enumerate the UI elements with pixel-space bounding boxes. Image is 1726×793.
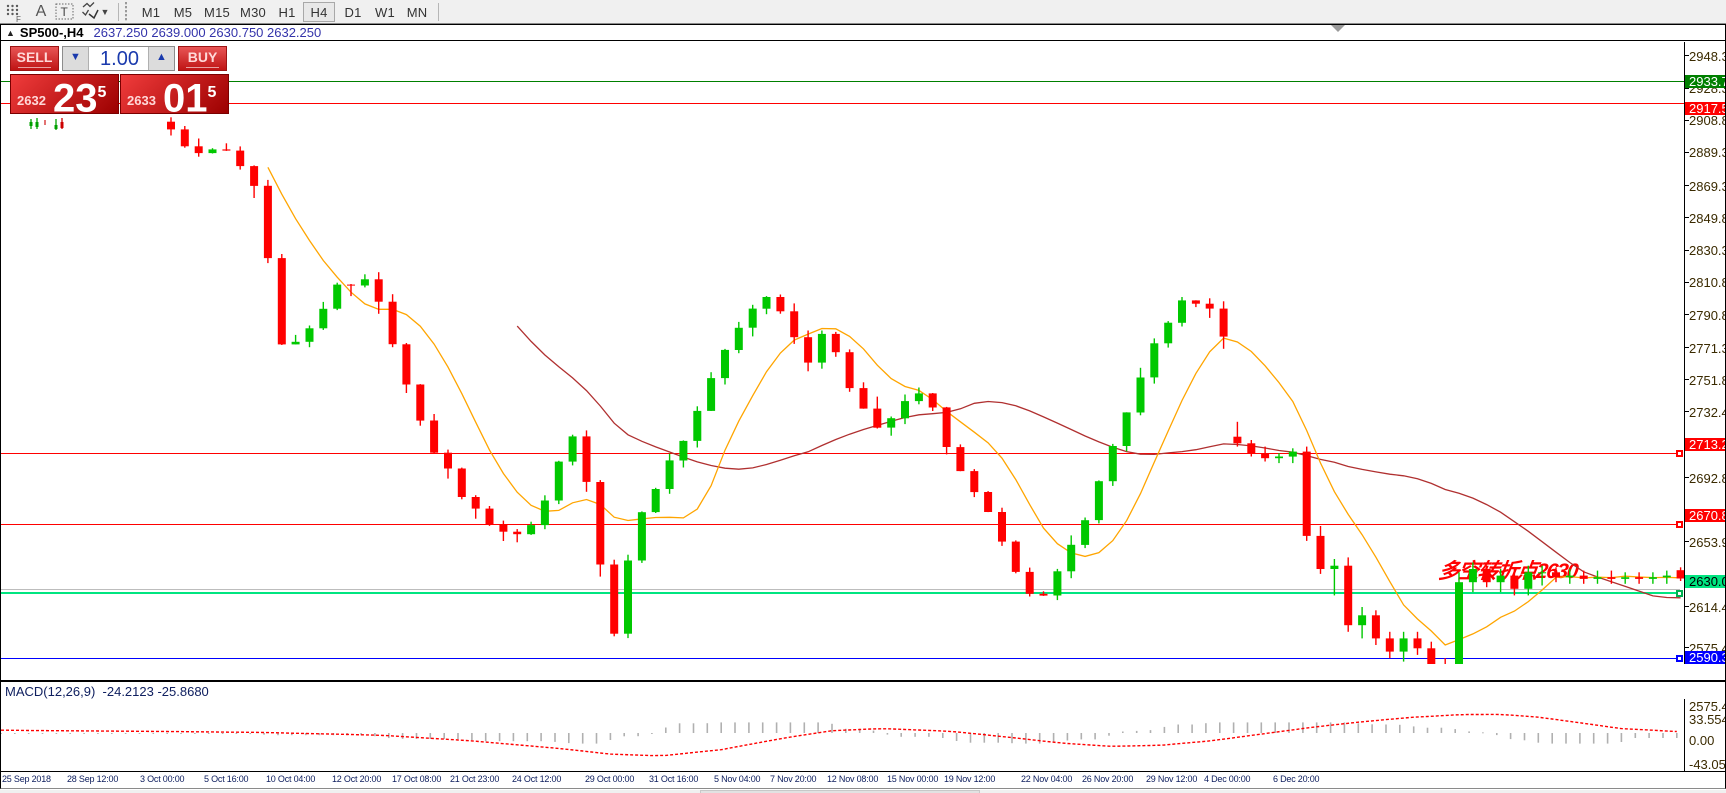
svg-text:T: T bbox=[61, 5, 69, 19]
svg-text:F: F bbox=[16, 15, 21, 24]
